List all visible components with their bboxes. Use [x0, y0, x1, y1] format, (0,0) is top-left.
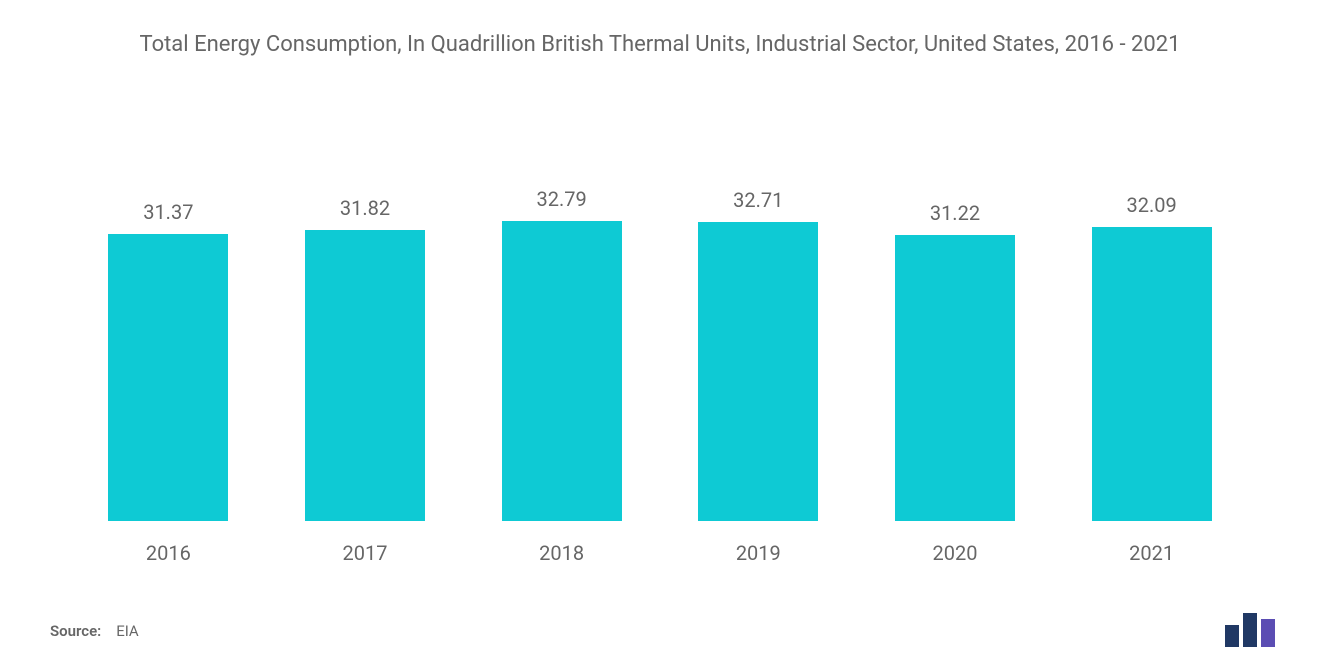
bar-group: 32.09 — [1082, 193, 1222, 521]
bar — [108, 234, 228, 521]
x-axis: 2016 2017 2018 2019 2020 2021 — [50, 521, 1270, 565]
logo-bar-icon — [1243, 613, 1257, 647]
x-tick-label: 2019 — [688, 541, 828, 565]
bar-group: 32.79 — [492, 187, 632, 521]
x-tick-label: 2016 — [98, 541, 238, 565]
logo-bar-icon — [1261, 619, 1275, 647]
bar-value-label: 32.79 — [537, 187, 587, 211]
bar-group: 31.82 — [295, 196, 435, 521]
bar — [698, 222, 818, 521]
bar-value-label: 31.82 — [340, 196, 390, 220]
source-label: Source: — [50, 622, 101, 640]
plot-area: 31.37 31.82 32.79 32.71 31.22 32.09 — [50, 121, 1270, 521]
bar-value-label: 31.22 — [930, 201, 980, 225]
bar — [305, 230, 425, 521]
bar — [895, 235, 1015, 521]
x-tick-label: 2018 — [492, 541, 632, 565]
chart-title: Total Energy Consumption, In Quadrillion… — [110, 30, 1210, 61]
bar-value-label: 32.71 — [733, 188, 783, 212]
source-text: EIA — [116, 622, 139, 640]
bar — [1092, 227, 1212, 521]
x-tick-label: 2017 — [295, 541, 435, 565]
x-tick-label: 2020 — [885, 541, 1025, 565]
bar-group: 31.22 — [885, 201, 1025, 521]
chart-container: Total Energy Consumption, In Quadrillion… — [0, 0, 1320, 665]
x-tick-label: 2021 — [1082, 541, 1222, 565]
bar-value-label: 31.37 — [143, 200, 193, 224]
brand-logo-icon — [1225, 613, 1275, 647]
bar-group: 31.37 — [98, 200, 238, 521]
bar — [502, 221, 622, 521]
bar-value-label: 32.09 — [1126, 193, 1176, 217]
logo-bar-icon — [1225, 625, 1239, 647]
bar-group: 32.71 — [688, 188, 828, 521]
source-attribution: Source: EIA — [50, 622, 139, 640]
